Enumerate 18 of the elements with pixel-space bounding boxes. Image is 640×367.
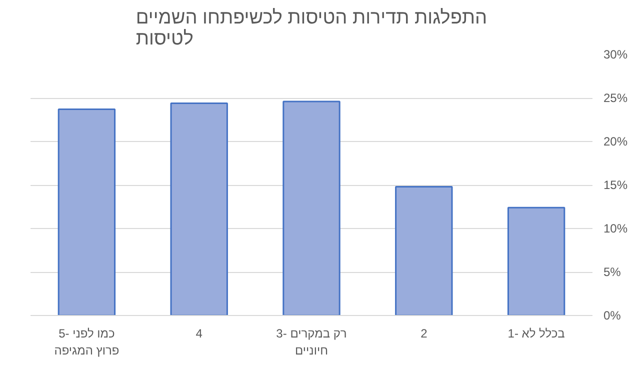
bar xyxy=(282,100,340,316)
bar xyxy=(507,206,566,316)
y-tick-label: 30% xyxy=(604,48,628,62)
y-tick-label: 5% xyxy=(604,265,622,279)
x-tick-label: 3- רק במקרים חיוניים xyxy=(276,326,347,358)
bar xyxy=(58,108,116,316)
x-tick-label: 4 xyxy=(196,326,203,340)
bar xyxy=(395,186,453,316)
x-tick-label: 2 xyxy=(420,326,428,340)
x-tick-label: 1- בכלל לא xyxy=(508,326,565,340)
y-tick-label: 15% xyxy=(604,178,628,192)
y-tick-label: 20% xyxy=(604,134,628,148)
y-tick-label: 0% xyxy=(604,308,622,322)
y-tick-label: 10% xyxy=(604,222,628,236)
x-tick-label: 5- כמו לפני פרוץ המגיפה xyxy=(54,326,120,358)
chart-title: התפלגות תדירות הטיסות לכשיפתחו השמיים לטיסות xyxy=(136,8,488,50)
bar xyxy=(170,102,228,316)
y-tick-label: 25% xyxy=(604,91,628,105)
